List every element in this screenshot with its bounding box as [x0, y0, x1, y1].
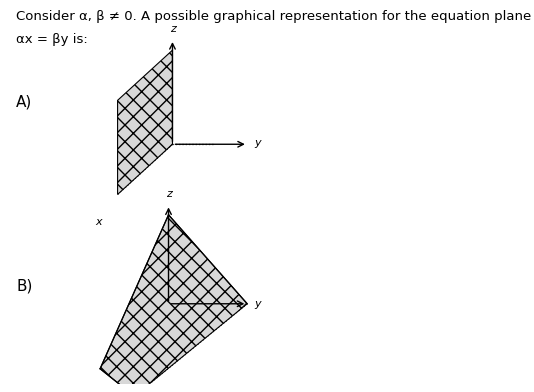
Text: y: y [254, 138, 261, 148]
Text: x: x [95, 217, 101, 227]
Text: B): B) [16, 279, 33, 294]
Text: y: y [254, 299, 261, 309]
Text: Consider α, β ≠ 0. A possible graphical representation for the equation plane: Consider α, β ≠ 0. A possible graphical … [16, 10, 531, 23]
Text: αx = βy is:: αx = βy is: [16, 33, 88, 46]
Polygon shape [117, 50, 172, 194]
Text: z: z [169, 24, 175, 34]
Text: z: z [166, 189, 171, 200]
Text: A): A) [16, 94, 32, 109]
Polygon shape [100, 215, 247, 392]
